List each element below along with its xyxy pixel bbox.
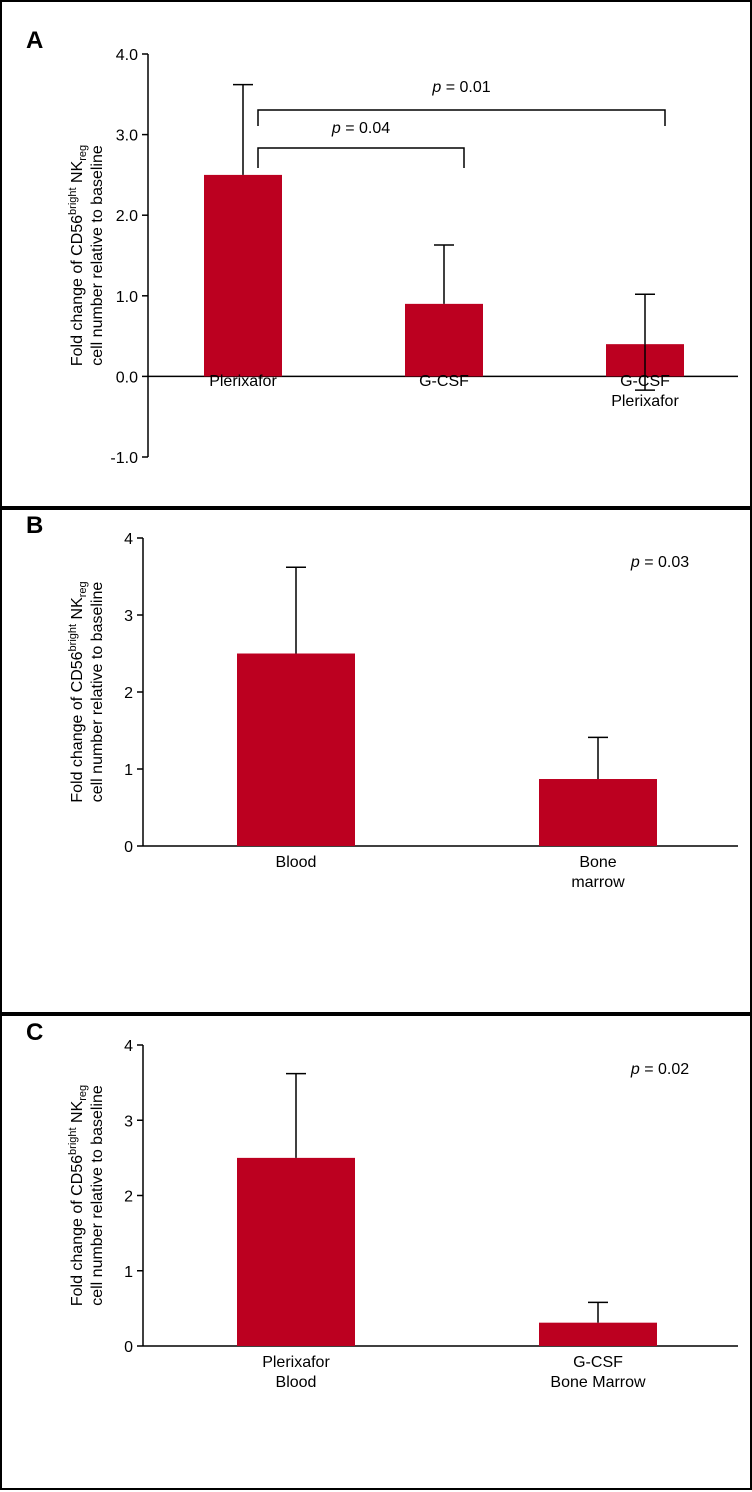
y-tick-label: 1.0 <box>116 289 138 306</box>
bar <box>539 1322 657 1346</box>
y-axis-label: cell number relative to baseline <box>89 1085 106 1306</box>
p-value-label: p = 0.02 <box>630 1061 689 1078</box>
y-axis-label-sup: bright <box>67 624 79 652</box>
significance-bracket <box>257 109 666 126</box>
y-axis-label: cell number relative to baseline <box>89 582 106 803</box>
y-tick-label: 0.0 <box>116 369 138 386</box>
y-axis-label-sup: bright <box>67 187 79 215</box>
y-axis-label-sub: reg <box>77 1085 89 1101</box>
p-value: = 0.03 <box>640 554 689 571</box>
panel-border <box>0 508 752 1014</box>
category-label: Plerixafor <box>611 393 679 410</box>
bar <box>539 779 657 846</box>
y-axis-label-part: Fold change of CD56 <box>69 651 86 802</box>
panel-letter: B <box>26 512 43 539</box>
y-tick-label: 0 <box>124 839 133 856</box>
p-symbol: p <box>431 79 441 96</box>
y-axis-label-part: cell number relative to baseline <box>89 582 106 803</box>
y-tick-label: 2 <box>124 1189 133 1206</box>
p-symbol: p <box>630 1061 640 1078</box>
y-axis-label-part: Fold change of CD56 <box>69 1155 86 1306</box>
y-tick-label: 2.0 <box>116 208 138 225</box>
category-label: Bone Marrow <box>550 1374 646 1391</box>
y-tick-label: 4 <box>124 531 133 548</box>
p-value: = 0.01 <box>441 79 490 96</box>
category-label: marrow <box>571 874 625 891</box>
bar <box>405 303 483 377</box>
y-axis-label-part: cell number relative to baseline <box>89 145 106 366</box>
y-tick-label: 3 <box>124 1113 133 1130</box>
y-axis-label: Fold change of CD56bright NKreg <box>67 145 89 366</box>
p-value: = 0.04 <box>341 120 390 137</box>
p-value-label: p = 0.04 <box>331 120 390 137</box>
y-tick-label: 4.0 <box>116 47 138 64</box>
y-axis-label-sub: reg <box>77 145 89 161</box>
panel-border <box>0 0 752 508</box>
category-label: G-CSF <box>573 1354 623 1371</box>
p-symbol: p <box>630 554 640 571</box>
y-tick-label: 2 <box>124 685 133 702</box>
category-label: Blood <box>276 854 317 871</box>
y-tick-label: 0 <box>124 1339 133 1356</box>
y-axis-label: cell number relative to baseline <box>89 145 106 366</box>
p-symbol: p <box>331 120 341 137</box>
bar <box>237 653 355 846</box>
p-value-label: p = 0.01 <box>431 79 490 96</box>
significance-bracket <box>257 147 465 168</box>
y-axis-label-part: NK <box>69 597 86 624</box>
chart-panel-a: A -1.0 0.0 1.0 2.0 3.0 4.0 Plerixafor G-CSF G-CSF… <box>0 0 752 508</box>
chart-panel-c: C 0 1 2 3 4 Plerixafor Blood G-CSF Bone Marrow Fol… <box>0 1014 752 1490</box>
y-axis-label-part: NK <box>69 1100 86 1127</box>
p-value-label: p = 0.03 <box>630 554 689 571</box>
bar <box>237 1157 355 1346</box>
y-axis-label-sub: reg <box>77 581 89 597</box>
y-tick-label: 4 <box>124 1038 133 1055</box>
chart-panel-b: B 0 1 2 3 4 Blood Bone marrow Fold change of CD56… <box>0 508 752 1014</box>
y-axis-label: Fold change of CD56bright NKreg <box>67 1085 89 1306</box>
y-tick-label: 3 <box>124 608 133 625</box>
category-label: Blood <box>276 1374 317 1391</box>
p-value: = 0.02 <box>640 1061 689 1078</box>
panel-letter: A <box>26 27 43 54</box>
panel-letter: C <box>26 1019 43 1046</box>
category-label: Plerixafor <box>262 1354 330 1371</box>
y-tick-label: -1.0 <box>110 450 138 467</box>
panel-border <box>0 1014 752 1490</box>
y-tick-label: 1 <box>124 762 133 779</box>
category-label: G-CSF <box>620 373 670 390</box>
bar <box>204 174 282 377</box>
y-axis-label: Fold change of CD56bright NKreg <box>67 581 89 802</box>
y-tick-label: 1 <box>124 1264 133 1281</box>
y-tick-label: 3.0 <box>116 128 138 145</box>
category-label: G-CSF <box>419 373 469 390</box>
y-axis-label-part: Fold change of CD56 <box>69 215 86 366</box>
category-label: Bone <box>579 854 616 871</box>
y-axis-label-sup: bright <box>67 1127 79 1155</box>
category-label: Plerixafor <box>209 373 277 390</box>
y-axis-label-part: cell number relative to baseline <box>89 1085 106 1306</box>
y-axis-label-part: NK <box>69 160 86 187</box>
